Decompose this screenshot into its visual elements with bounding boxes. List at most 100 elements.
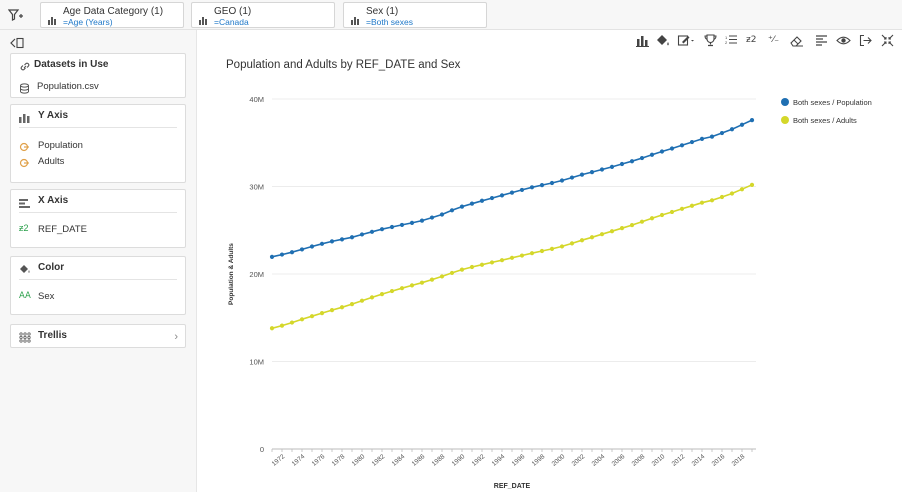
data-point [569, 241, 575, 246]
grid-dots-icon [19, 330, 31, 348]
data-point [399, 222, 405, 228]
data-point [309, 314, 315, 319]
legend-swatch [781, 116, 789, 124]
edit-icon[interactable] [677, 33, 695, 48]
y-tick-label: 10M [249, 358, 264, 367]
data-point [589, 235, 595, 240]
data-point [319, 311, 325, 316]
filter-bar: Age Data Category (1) =Age (Years) GEO (… [0, 0, 902, 30]
data-point [699, 136, 705, 141]
x-tick-label: 2010 [651, 453, 667, 468]
data-point [439, 212, 445, 217]
data-point [309, 244, 315, 249]
data-point [269, 326, 275, 331]
filter-chip-sex[interactable]: Sex (1) =Both sexes [343, 2, 487, 28]
data-point [349, 302, 355, 307]
divider [19, 127, 177, 128]
data-point [729, 127, 735, 132]
y-axis-card-header: Y Axis [11, 105, 185, 127]
data-point [519, 253, 525, 258]
bar-chart-icon [48, 12, 58, 30]
data-point [289, 320, 295, 325]
data-point [679, 143, 685, 148]
horizontal-bar-icon [19, 195, 31, 213]
filter-add-icon[interactable] [7, 8, 24, 22]
data-point [449, 270, 455, 276]
grammar-panel: Datasets in Use Population.csv Y Axis Po… [0, 30, 197, 492]
filter-chip-age[interactable]: Age Data Category (1) =Age (Years) [40, 2, 184, 28]
data-point [299, 247, 305, 252]
data-point [689, 139, 695, 145]
data-point [739, 122, 745, 127]
trellis-card-header[interactable]: Trellis [11, 325, 185, 347]
data-point [329, 239, 335, 244]
numeric-attribute-icon: ƶ2 [19, 223, 29, 233]
eye-icon[interactable] [836, 33, 851, 48]
y-axis-item-label: Population [38, 140, 83, 151]
data-point [719, 130, 725, 136]
data-point [299, 317, 305, 322]
paint-bucket-icon [19, 262, 31, 280]
trellis-title: Trellis [38, 330, 67, 341]
x-tick-label: 1994 [491, 453, 507, 468]
collapse-panel-icon[interactable] [10, 36, 24, 49]
datasets-card-header: Datasets in Use [11, 54, 185, 76]
data-point [579, 238, 585, 243]
datasets-card: Datasets in Use Population.csv [10, 53, 186, 98]
bar-chart-icon[interactable] [635, 33, 650, 48]
data-point [639, 219, 645, 224]
svg-text:2: 2 [725, 40, 728, 45]
export-icon[interactable] [858, 33, 873, 48]
x-tick-label: 2002 [571, 453, 587, 468]
data-point [479, 262, 485, 267]
data-point [679, 206, 685, 211]
database-icon [19, 81, 30, 99]
data-point [379, 292, 385, 297]
data-point [499, 193, 505, 198]
x-tick-label: 2018 [731, 453, 747, 468]
svg-text:1: 1 [725, 35, 728, 40]
y-tick-label: 0 [260, 445, 264, 454]
trophy-icon[interactable] [703, 33, 718, 48]
data-point [539, 248, 545, 254]
x-axis-card: X Axis ƶ2 REF_DATE [10, 189, 186, 248]
data-point [609, 164, 615, 169]
x-tick-label: 1998 [531, 453, 547, 468]
align-left-icon[interactable] [814, 33, 829, 48]
x-tick-label: 2016 [711, 453, 727, 468]
data-point [479, 198, 485, 203]
x-tick-label: 1982 [371, 453, 387, 468]
data-point [269, 254, 275, 259]
data-point [609, 229, 615, 234]
data-point [699, 200, 705, 205]
color-title: Color [38, 262, 65, 273]
color-item-label: Sex [38, 291, 55, 302]
eraser-icon[interactable] [789, 33, 804, 48]
data-point [429, 277, 435, 282]
trellis-card[interactable]: Trellis › [10, 324, 186, 348]
data-point [469, 264, 475, 270]
x-tick-label: 2000 [551, 453, 567, 468]
filter-chip-geo[interactable]: GEO (1) =Canada [191, 2, 335, 28]
filter-chip-value: =Age (Years) [63, 17, 113, 27]
data-point [339, 237, 345, 242]
bar-chart-icon [351, 12, 361, 30]
number-format-icon[interactable]: ƶ2 [746, 35, 757, 45]
y-axis-title: Y Axis [38, 110, 69, 121]
percent-format-icon[interactable]: ⁺⁄₋ [768, 35, 780, 45]
paint-bucket-icon[interactable] [655, 33, 670, 48]
data-point [329, 308, 335, 313]
data-point [669, 146, 675, 151]
data-point [409, 220, 415, 225]
x-tick-label: 1988 [431, 453, 447, 468]
text-attribute-icon: AA [19, 291, 31, 301]
datasets-title: Datasets in Use [34, 59, 109, 70]
data-point [369, 295, 375, 300]
data-point [369, 229, 375, 234]
data-point [599, 232, 605, 237]
fullscreen-icon[interactable] [880, 33, 895, 48]
color-card: Color AA Sex [10, 256, 186, 315]
data-point [279, 252, 285, 257]
filter-chip-title: GEO (1) [214, 6, 252, 17]
